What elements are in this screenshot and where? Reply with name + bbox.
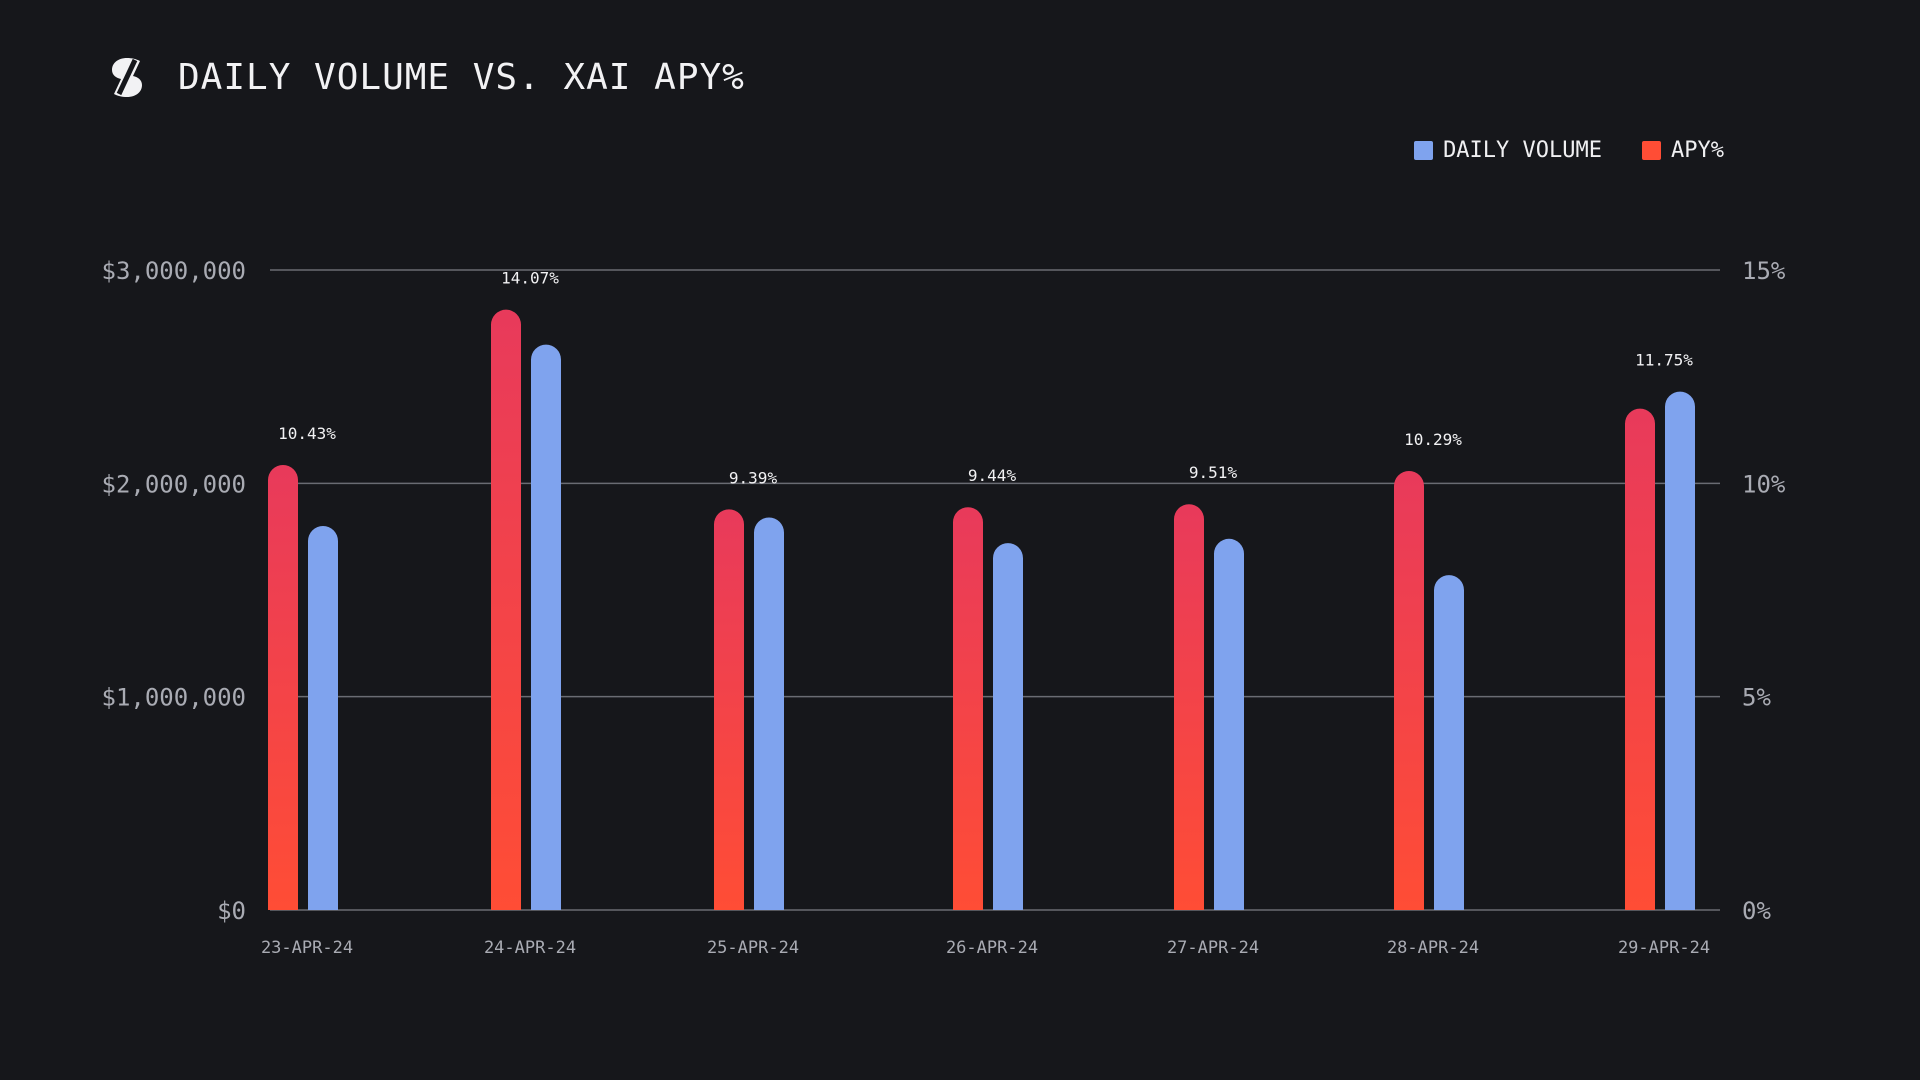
volume-bar [308, 526, 338, 910]
volume-bar [1214, 538, 1244, 910]
apy-value-label: 10.43% [278, 424, 336, 443]
apy-value-label: 11.75% [1635, 351, 1693, 370]
left-tick-label: $2,000,000 [102, 470, 247, 498]
chart-header: DAILY VOLUME VS. XAI APY% [110, 56, 745, 98]
apy-bar [1625, 408, 1655, 910]
legend-swatch-apy [1642, 141, 1662, 160]
volume-bar [1434, 575, 1464, 910]
x-tick-label: 27-APR-24 [1167, 938, 1259, 958]
apy-bar [1174, 504, 1204, 910]
volume-bar [754, 517, 784, 910]
apy-value-label: 14.07% [501, 269, 559, 288]
legend-label-apy: APY% [1671, 138, 1724, 163]
x-axis: 23-APR-24 24-APR-24 25-APR-24 26-APR-24 27-A… [261, 938, 1710, 958]
legend-item-apy: APY% [1642, 138, 1724, 163]
volume-bar [531, 344, 561, 911]
x-tick-label: 26-APR-24 [946, 938, 1038, 958]
apy-value-label: 9.51% [1189, 463, 1238, 482]
right-axis: 0% 5% 10% 15% [1742, 257, 1786, 925]
apy-value-label: 9.39% [729, 468, 778, 487]
x-tick-label: 23-APR-24 [261, 938, 353, 958]
s-logo-icon [112, 58, 142, 97]
volume-bar [993, 543, 1023, 910]
apy-bar [1394, 470, 1424, 910]
apy-bar [268, 464, 298, 910]
right-tick-label: 10% [1742, 470, 1786, 498]
x-tick-label: 28-APR-24 [1387, 938, 1479, 958]
apy-value-label: 10.29% [1404, 430, 1462, 449]
apy-bar [953, 507, 984, 910]
legend-swatch-volume [1414, 141, 1434, 160]
left-tick-label: $1,000,000 [102, 684, 247, 712]
apy-bar [491, 309, 521, 910]
left-tick-label: $3,000,000 [102, 257, 247, 285]
x-tick-label: 24-APR-24 [484, 938, 576, 958]
right-tick-label: 15% [1742, 257, 1786, 285]
left-axis: $0 $1,000,000 $2,000,000 $3,000,000 [102, 257, 247, 925]
legend-item-volume: DAILY VOLUME [1414, 138, 1602, 163]
right-tick-label: 5% [1742, 684, 1771, 712]
apy-value-label: 9.44% [968, 466, 1017, 485]
legend-label-volume: DAILY VOLUME [1443, 138, 1603, 163]
bar-value-labels: 10.43% 14.07% 9.39% 9.44% 9.51% 10.29% 11.75% [278, 269, 1693, 488]
chart-legend: DAILY VOLUME APY% [1414, 138, 1724, 163]
x-tick-label: 29-APR-24 [1618, 938, 1710, 958]
left-tick-label: $0 [217, 897, 246, 925]
x-tick-label: 25-APR-24 [707, 938, 799, 958]
volume-bar [1665, 391, 1695, 910]
chart-title: DAILY VOLUME VS. XAI APY% [178, 56, 745, 98]
right-tick-label: 0% [1742, 897, 1771, 925]
bars [268, 309, 1695, 911]
apy-bar [714, 509, 744, 910]
